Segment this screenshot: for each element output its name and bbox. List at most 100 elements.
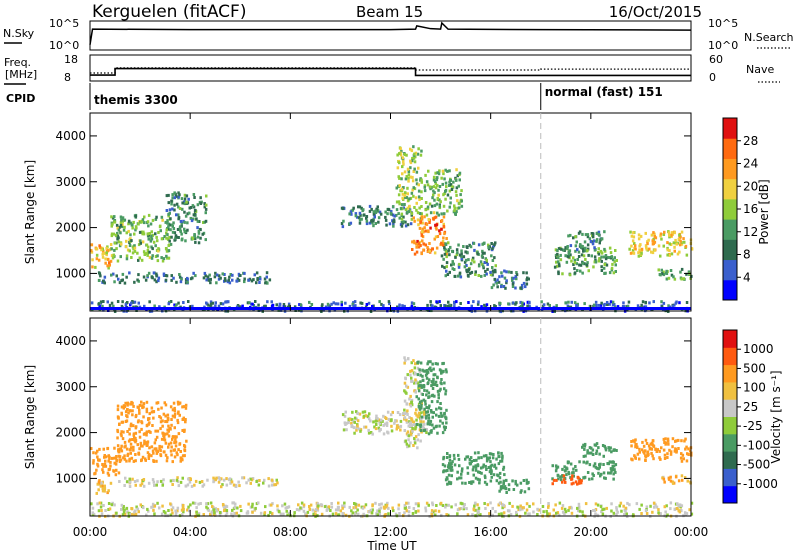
data-cell <box>429 360 432 364</box>
data-cell <box>435 407 438 411</box>
data-cell <box>515 273 519 277</box>
data-cell <box>400 187 404 191</box>
data-cell <box>189 503 192 507</box>
data-cell <box>503 485 507 489</box>
data-cell <box>591 242 595 246</box>
data-cell <box>137 273 140 277</box>
data-cell <box>365 216 368 220</box>
data-cell <box>143 215 146 219</box>
data-cell <box>425 180 429 184</box>
data-cell <box>439 387 442 391</box>
data-cell <box>277 308 280 312</box>
data-cell <box>271 512 274 516</box>
data-cell <box>424 173 427 177</box>
data-cell <box>155 451 159 455</box>
data-cell <box>379 212 383 216</box>
data-cell <box>373 215 376 219</box>
data-cell <box>428 249 431 253</box>
data-cell <box>171 207 174 211</box>
data-cell <box>417 415 421 419</box>
data-cell <box>197 231 201 235</box>
data-cell <box>458 476 461 480</box>
data-cell <box>194 479 198 483</box>
data-cell <box>612 448 615 452</box>
data-cell <box>677 479 681 483</box>
data-cell <box>524 511 527 515</box>
x-tick-label: 12:00 <box>373 525 408 539</box>
data-cell <box>569 233 572 237</box>
data-cell <box>353 420 356 424</box>
data-cell <box>382 423 385 427</box>
data-cell <box>316 506 319 510</box>
colorbar-swatch <box>723 381 737 400</box>
noise-panel-frame <box>89 20 692 51</box>
data-cell <box>117 454 121 458</box>
data-cell <box>243 271 246 275</box>
data-cell <box>128 480 132 484</box>
data-cell <box>586 235 590 239</box>
data-cell <box>340 300 343 304</box>
data-cell <box>594 502 598 506</box>
data-cell <box>585 461 588 465</box>
data-cell <box>157 231 160 234</box>
colorbar-swatch <box>723 451 737 469</box>
data-cell <box>589 240 593 243</box>
data-cell <box>540 300 543 304</box>
data-cell <box>131 251 135 255</box>
data-cell <box>434 186 438 190</box>
data-cell <box>251 510 254 514</box>
data-cell <box>485 303 489 307</box>
data-cell <box>98 244 101 248</box>
data-cell <box>214 271 217 275</box>
data-cell <box>556 511 560 515</box>
data-cell <box>407 510 411 514</box>
data-cell <box>570 259 573 263</box>
data-cell <box>439 369 443 373</box>
x-axis-label: Time UT <box>366 539 417 553</box>
data-cell <box>249 477 252 481</box>
data-cell <box>339 509 343 513</box>
data-cell <box>583 447 586 451</box>
data-cell <box>350 212 353 216</box>
data-cell <box>605 506 608 510</box>
data-cell <box>657 268 660 272</box>
data-cell <box>337 513 341 517</box>
data-cell <box>417 166 420 170</box>
data-cell <box>180 197 184 201</box>
data-cell <box>515 271 518 274</box>
y-tick-label: 1000 <box>55 266 86 280</box>
data-cell <box>638 248 641 252</box>
data-cell <box>618 504 621 508</box>
data-cell <box>123 405 127 408</box>
data-cell <box>502 479 506 483</box>
data-cell <box>457 184 460 188</box>
data-cell <box>660 268 663 272</box>
colorbar-frame <box>722 329 738 504</box>
data-cell <box>413 371 417 375</box>
data-cell <box>604 476 607 480</box>
data-cell <box>252 278 255 282</box>
data-cell <box>532 502 535 506</box>
data-cell <box>643 451 646 455</box>
data-cell <box>241 476 244 480</box>
data-cell <box>689 480 692 484</box>
data-cell <box>145 407 149 411</box>
data-cell <box>368 221 372 225</box>
data-cell <box>681 453 685 457</box>
data-cell <box>403 356 406 360</box>
data-cell <box>350 513 354 517</box>
data-cell <box>213 275 217 279</box>
data-cell <box>131 477 134 481</box>
data-cell <box>238 484 241 488</box>
data-cell <box>465 245 468 249</box>
data-cell <box>334 512 338 516</box>
data-cell <box>161 419 164 423</box>
data-cell <box>113 503 116 507</box>
data-cell <box>584 233 588 237</box>
data-cell <box>454 274 457 278</box>
data-cell <box>497 451 500 455</box>
data-cell <box>142 232 146 236</box>
data-cell <box>367 431 371 435</box>
data-cell <box>522 506 525 510</box>
data-cell <box>152 480 156 484</box>
